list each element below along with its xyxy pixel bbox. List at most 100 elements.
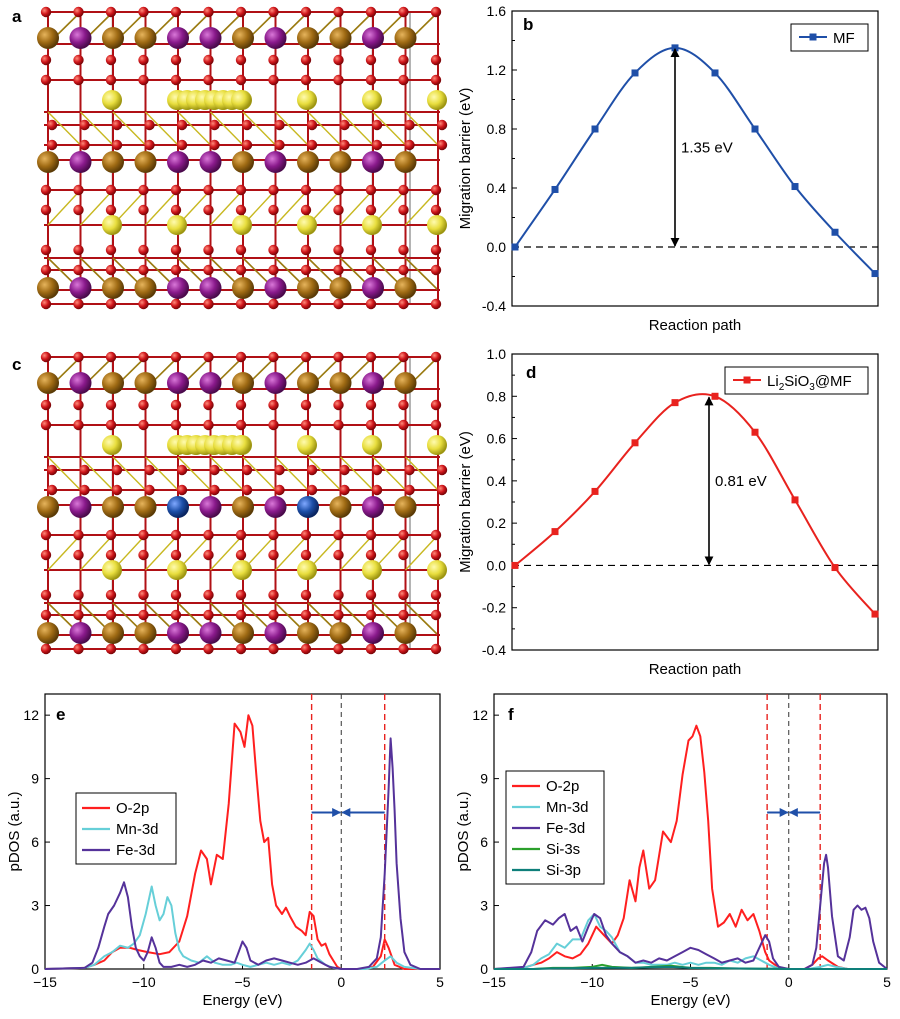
- o-atom: [365, 589, 377, 601]
- o-atom: [138, 54, 149, 66]
- o-atom: [398, 419, 409, 431]
- o-atom: [209, 484, 220, 496]
- o-atom: [176, 139, 188, 151]
- o-atom: [40, 184, 52, 196]
- o-atom: [170, 6, 182, 18]
- o-atom: [170, 298, 182, 310]
- bond: [177, 456, 211, 491]
- y-axis-label: pDOS (a.u.): [6, 791, 23, 871]
- o-atom: [333, 244, 344, 256]
- o-atom: [268, 204, 279, 216]
- metal-atom: [329, 372, 352, 394]
- si-atom: [102, 560, 122, 580]
- metal-atom: [297, 622, 319, 644]
- o-atom: [105, 609, 117, 621]
- metal-atom: [329, 151, 352, 173]
- metal-atom: [69, 151, 92, 173]
- y-tick-label: 1.6: [487, 3, 507, 19]
- bond: [112, 111, 146, 146]
- bond: [274, 534, 309, 571]
- metal-atom: [199, 151, 222, 173]
- bond: [405, 456, 439, 491]
- o-atom: [300, 204, 312, 216]
- o-atom: [40, 549, 52, 561]
- o-atom: [398, 54, 409, 66]
- data-point: [831, 564, 839, 572]
- o-atom: [365, 419, 377, 431]
- o-atom: [398, 184, 409, 196]
- o-atom: [170, 74, 182, 86]
- bond: [112, 456, 146, 491]
- o-atom: [274, 119, 285, 131]
- o-atom: [333, 204, 344, 216]
- si-atom: [167, 215, 187, 235]
- o-atom: [170, 609, 182, 621]
- o-atom: [333, 549, 344, 561]
- o-atom: [203, 399, 214, 411]
- bond: [372, 456, 406, 491]
- o-atom: [235, 529, 247, 541]
- o-atom: [268, 549, 279, 561]
- o-atom: [73, 351, 84, 363]
- si-atom: [102, 90, 122, 110]
- si-atom: [297, 560, 317, 580]
- o-atom: [138, 244, 149, 256]
- metal-atom: [102, 27, 124, 49]
- bond: [340, 111, 374, 146]
- metal-atom: [329, 622, 352, 644]
- bond: [79, 189, 114, 226]
- y-tick-label: -0.4: [482, 298, 506, 314]
- bond: [80, 111, 114, 146]
- bond: [242, 111, 276, 146]
- o-atom: [436, 119, 448, 131]
- pdos-chart-mf: −15 −10 −5 0 5 0 3 6 9 12 Energy (eV) pDOS (a.u.) O-…: [6, 693, 444, 1009]
- o-atom: [235, 6, 247, 18]
- o-atom: [73, 204, 84, 216]
- o-atom: [333, 6, 344, 18]
- o-atom: [339, 119, 350, 131]
- metal-atom: [232, 151, 254, 173]
- crystal-structure-c: [37, 351, 448, 655]
- metal-atom: [362, 27, 384, 49]
- o-atom: [40, 609, 52, 621]
- data-point: [631, 69, 639, 77]
- bond: [210, 111, 244, 146]
- o-atom: [398, 529, 409, 541]
- metal-atom: [69, 27, 92, 49]
- data-point: [711, 69, 719, 77]
- bond: [47, 456, 81, 491]
- y-tick-label: -0.2: [482, 600, 506, 616]
- o-atom: [268, 298, 279, 310]
- o-atom: [105, 204, 117, 216]
- o-atom: [398, 589, 409, 601]
- o-atom: [170, 244, 182, 256]
- metal-atom: [37, 496, 59, 518]
- metal-atom: [394, 496, 417, 518]
- legend-label: O-2p: [116, 800, 149, 817]
- y-tick-label: 0.6: [487, 431, 507, 447]
- legend-label: Fe-3d: [116, 842, 155, 859]
- o-atom: [235, 184, 247, 196]
- o-atom: [203, 264, 214, 276]
- o-atom: [73, 184, 84, 196]
- crystal-structure-a: [37, 6, 448, 310]
- o-atom: [105, 54, 117, 66]
- o-atom: [371, 119, 383, 131]
- o-atom: [79, 464, 90, 476]
- o-atom: [105, 264, 117, 276]
- o-atom: [235, 589, 247, 601]
- metal-atom: [329, 496, 352, 518]
- si-atom: [362, 560, 382, 580]
- o-atom: [235, 399, 247, 411]
- y-tick-label: 12: [472, 707, 488, 723]
- o-atom: [339, 139, 350, 151]
- o-atom: [398, 74, 409, 86]
- bond: [372, 111, 406, 146]
- o-atom: [333, 529, 344, 541]
- bond: [339, 189, 374, 226]
- o-atom: [371, 139, 383, 151]
- o-atom: [46, 464, 58, 476]
- x-tick-label: 5: [883, 974, 891, 990]
- o-atom: [365, 351, 377, 363]
- si-atom: [362, 90, 382, 110]
